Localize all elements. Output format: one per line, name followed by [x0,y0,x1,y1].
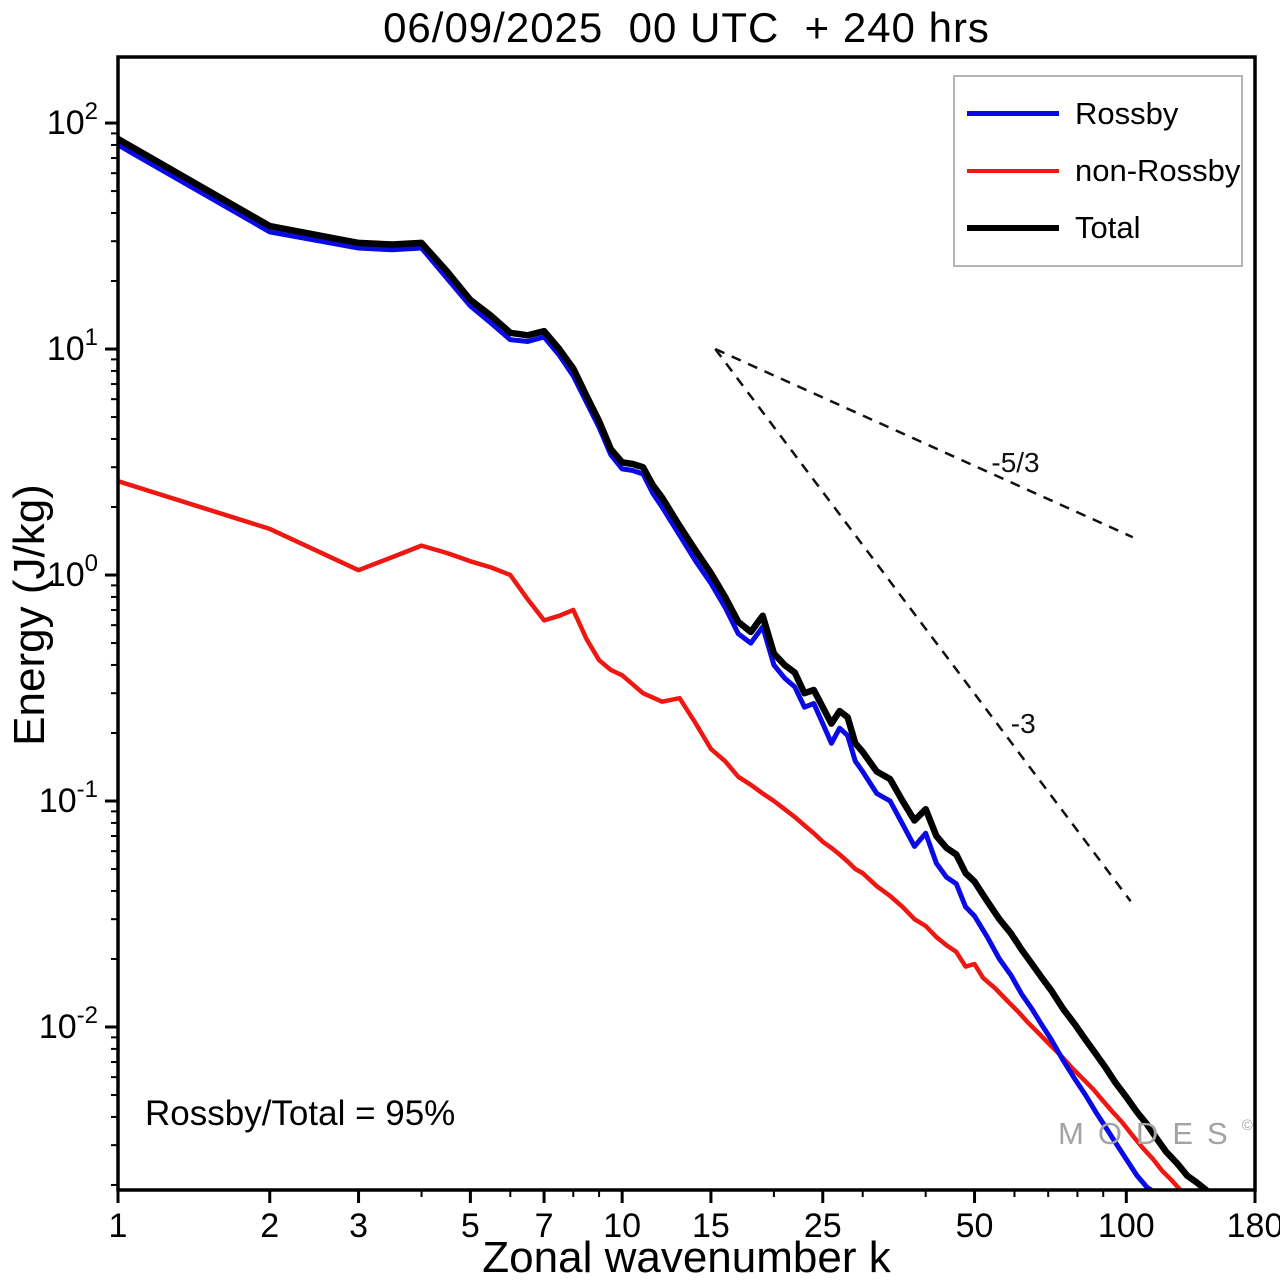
legend-label-non-rossby: non-Rossby [1075,152,1241,188]
svg-text:10-1: 10-1 [39,776,98,820]
svg-text:101: 101 [47,324,98,368]
modes-watermark-text: MODES [1058,1116,1242,1151]
svg-text:100: 100 [1098,1207,1155,1245]
svg-text:25: 25 [804,1207,842,1245]
y-axis-label: Energy (J/kg) [5,484,54,746]
svg-text:1: 1 [109,1207,128,1245]
rossby-total-ratio-label: Rossby/Total = 95% [145,1094,456,1133]
modes-watermark: MODES© [1058,1116,1253,1152]
legend-item-rossby: Rossby [955,96,1241,132]
modes-watermark-copyright: © [1241,1117,1253,1134]
svg-text:102: 102 [47,98,98,142]
svg-text:10-2: 10-2 [39,1002,98,1046]
rossby-line-sample [967,111,1059,117]
svg-text:-3: -3 [1011,708,1036,739]
legend: Rossby non-Rossby Total [953,75,1243,267]
svg-text:2: 2 [260,1207,279,1245]
legend-label-rossby: Rossby [1075,95,1179,131]
svg-text:50: 50 [956,1207,994,1245]
legend-item-non-rossby: non-Rossby [955,153,1241,189]
total-line-sample [967,225,1059,232]
chart-title: 06/09/2025 00 UTC + 240 hrs [383,4,990,51]
svg-text:10: 10 [603,1207,641,1245]
svg-text:100: 100 [47,550,98,594]
svg-text:15: 15 [692,1207,730,1245]
svg-text:5: 5 [461,1207,480,1245]
legend-label-total: Total [1075,210,1141,246]
svg-text:-5/3: -5/3 [991,447,1039,478]
x-axis-label: Zonal wavenumber k [482,1233,891,1281]
svg-text:7: 7 [535,1207,554,1245]
non-rossby-line-sample [967,168,1059,173]
legend-item-total: Total [955,210,1241,246]
svg-text:3: 3 [349,1207,368,1245]
svg-text:180: 180 [1227,1207,1280,1245]
